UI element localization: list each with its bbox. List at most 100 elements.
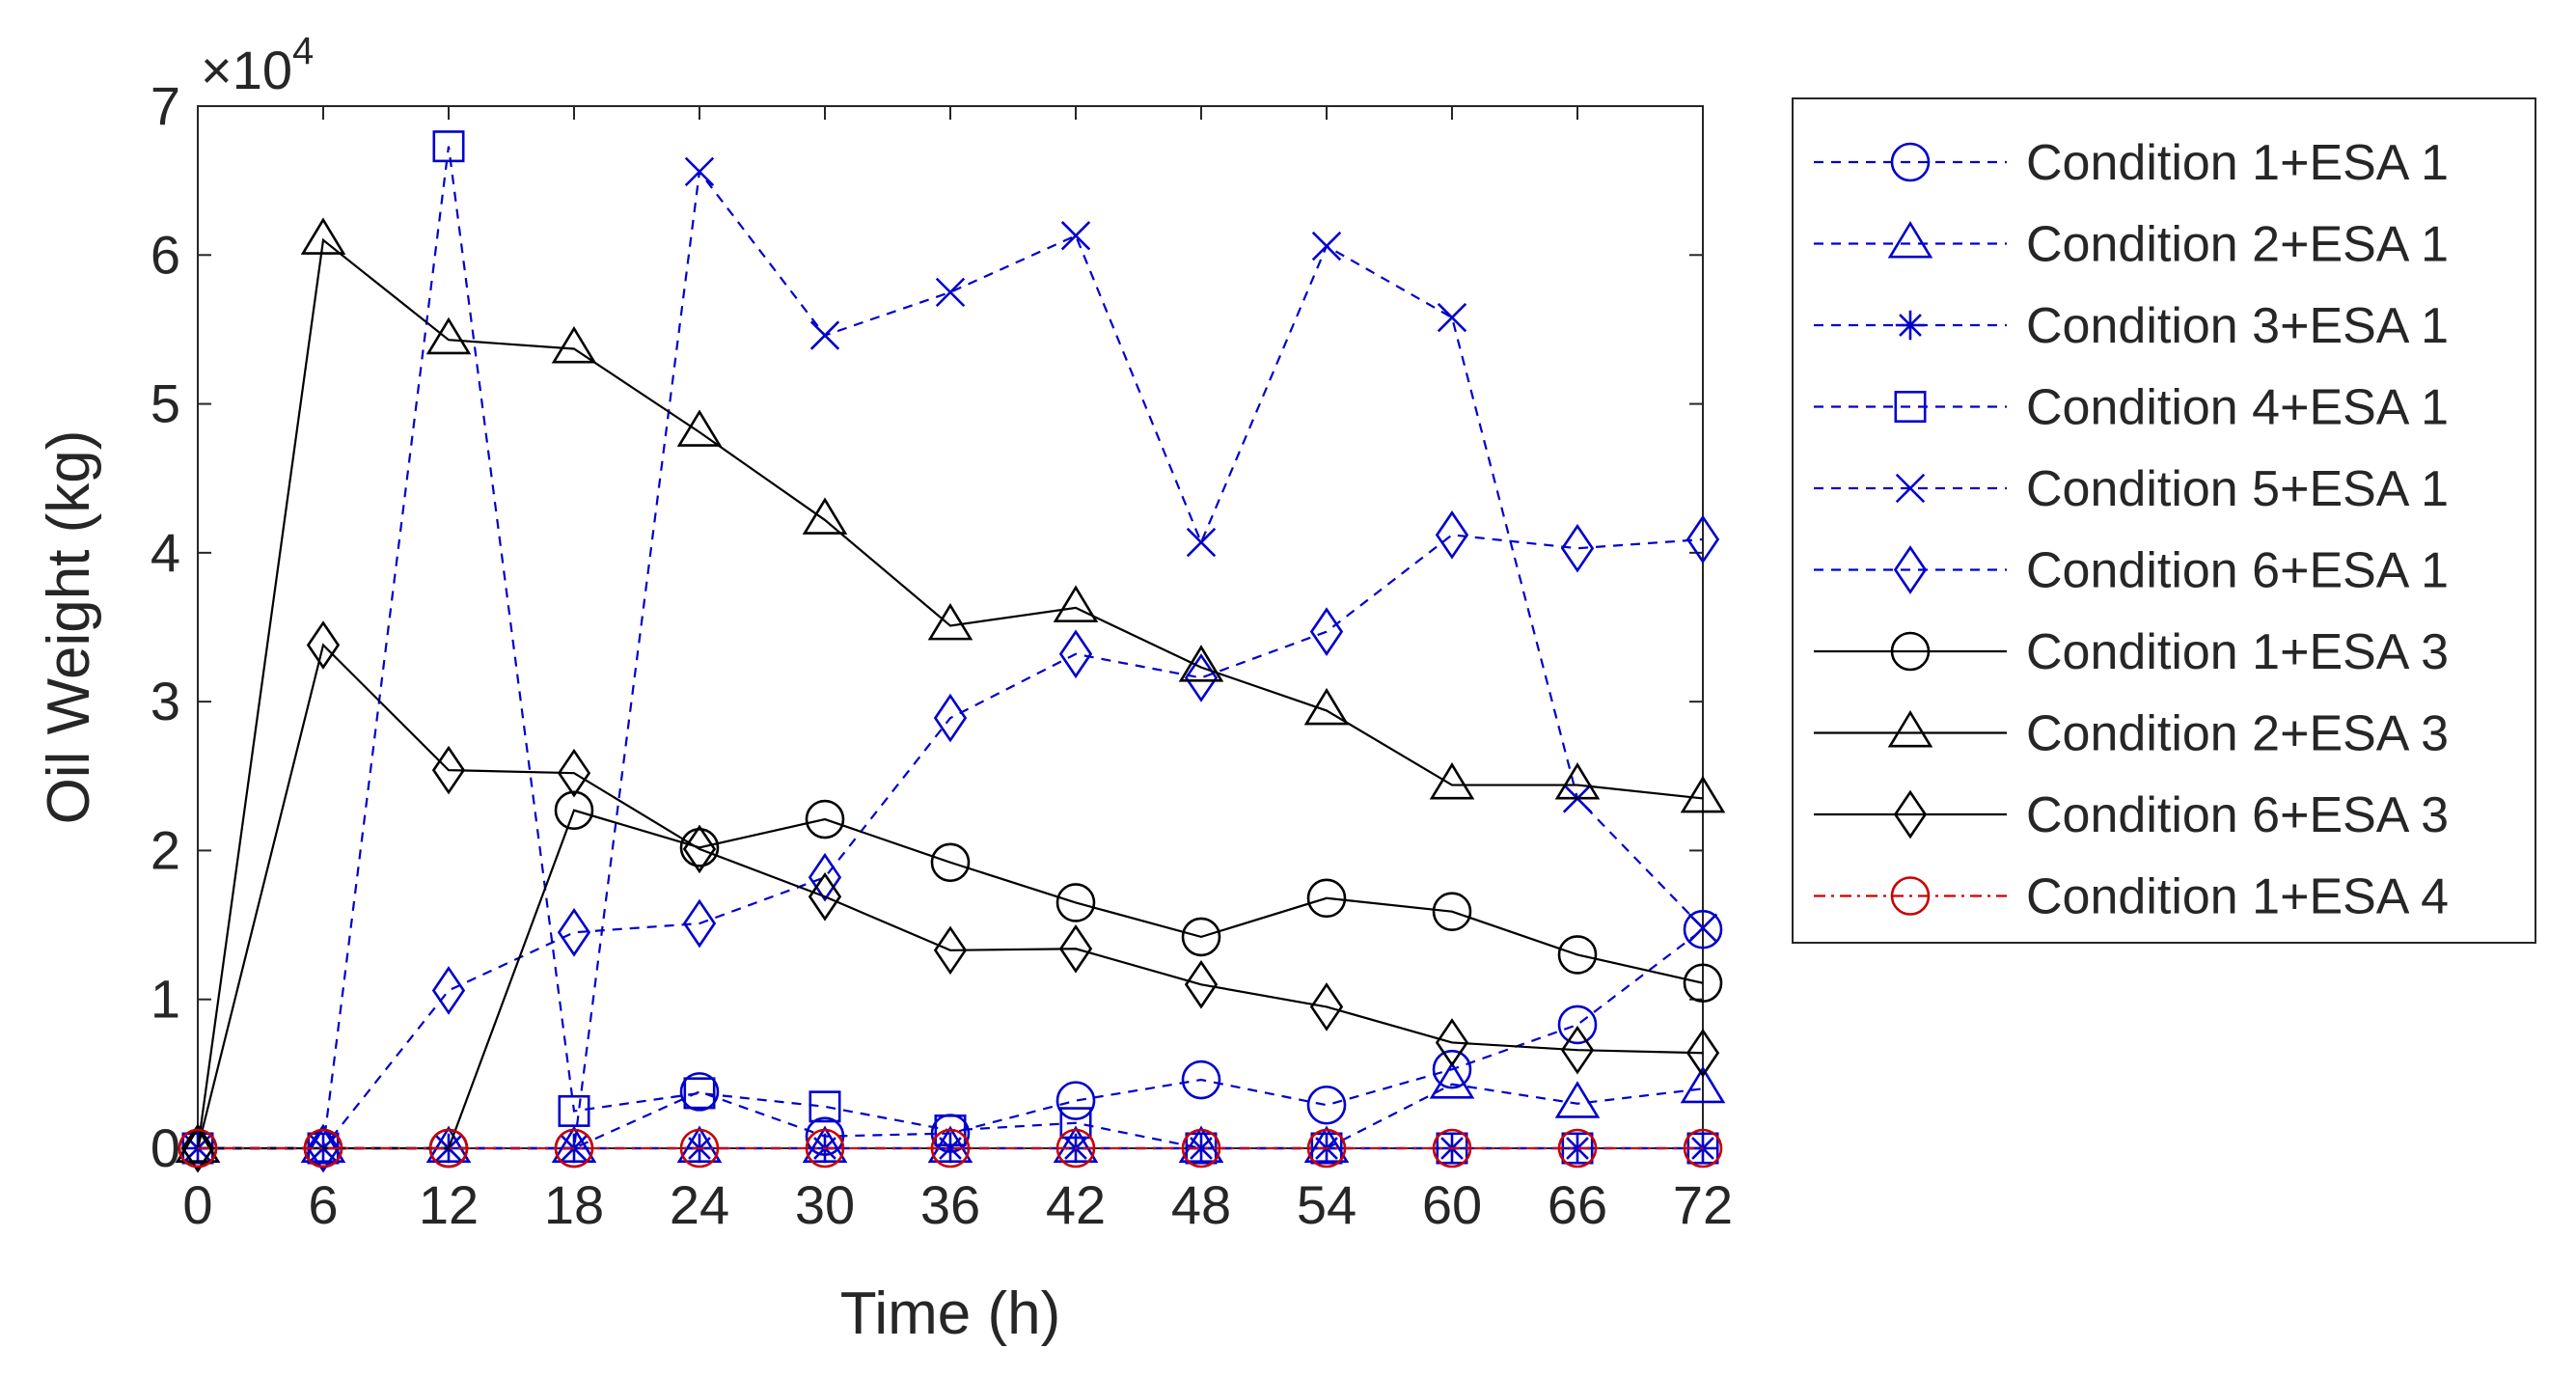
data-point	[306, 1123, 341, 1173]
series-line	[198, 534, 1704, 1150]
data-point	[180, 1123, 215, 1173]
x-axis: 0 6 12 18 24 30 36 42 48 54 60 66 72	[182, 106, 1733, 1235]
data-point	[1432, 1128, 1472, 1169]
data-point	[178, 1128, 218, 1169]
data-point	[1184, 959, 1219, 1009]
data-point	[551, 325, 597, 364]
legend-label: Condition 6+ESA 3	[2026, 787, 2449, 843]
legend-marker	[1890, 142, 1931, 182]
y-tick-label: 2	[151, 819, 180, 880]
data-point	[679, 1128, 720, 1169]
data-point	[1429, 1061, 1475, 1099]
data-point	[1058, 923, 1093, 974]
data-point	[557, 907, 591, 957]
data-point	[554, 790, 594, 831]
data-point	[1432, 892, 1472, 931]
legend-label: Condition 6+ESA 1	[2026, 543, 2449, 599]
data-point	[1311, 231, 1342, 261]
y-tick-label: 0	[151, 1117, 180, 1178]
data-point	[930, 1128, 971, 1169]
data-point	[679, 1072, 720, 1112]
data-point	[1306, 878, 1347, 919]
data-point	[1557, 1004, 1598, 1045]
series-layer	[175, 130, 1726, 1173]
data-point	[808, 1090, 841, 1123]
data-point	[1685, 1028, 1720, 1078]
data-point	[1680, 775, 1726, 813]
legend-marker	[1893, 545, 1928, 594]
legend-marker	[1887, 220, 1933, 259]
legend-entry: Condition 2+ESA 3	[1814, 706, 2449, 762]
y-axis-title: Oil Weight (kg)	[36, 430, 102, 825]
x-tick-label: 36	[920, 1174, 980, 1235]
legend-entry: Condition 1+ESA 1	[1814, 135, 2449, 191]
legend-entry: Condition 6+ESA 1	[1814, 543, 2449, 599]
legend-entry: Condition 3+ESA 1	[1814, 298, 2449, 354]
data-point	[1680, 1065, 1726, 1104]
data-point	[1059, 1107, 1092, 1140]
data-point	[431, 966, 466, 1015]
x-axis-title: Time (h)	[840, 1280, 1060, 1347]
data-point	[684, 156, 715, 187]
y-tick-label: 3	[151, 671, 180, 731]
legend-label: Condition 1+ESA 4	[2026, 869, 2449, 925]
legend-entry: Condition 1+ESA 4	[1814, 869, 2449, 925]
data-point	[428, 1128, 469, 1169]
legend-marker	[1895, 310, 1926, 341]
legend-entry: Condition 6+ESA 3	[1814, 787, 2449, 843]
legend-label: Condition 1+ESA 3	[2026, 624, 2449, 680]
legend-entry: Condition 2+ESA 1	[1814, 217, 2449, 273]
data-point	[431, 745, 466, 795]
data-point	[1178, 645, 1224, 682]
data-point	[1181, 917, 1221, 957]
x-tick-label: 72	[1673, 1174, 1733, 1235]
legend-marker	[1894, 390, 1927, 423]
data-point	[303, 1128, 343, 1169]
legend-marker	[1895, 473, 1926, 504]
legend: Condition 1+ESA 1 Condition 2+ESA 1 Condit…	[1792, 97, 2536, 944]
data-point	[1560, 1025, 1595, 1075]
data-point	[927, 602, 973, 641]
legend-entry: Condition 1+ESA 3	[1814, 624, 2449, 680]
data-point	[558, 1094, 590, 1127]
legend-marker	[1893, 789, 1928, 839]
data-point	[1432, 1049, 1472, 1089]
data-point	[1060, 221, 1091, 251]
data-point	[682, 898, 717, 949]
series-9	[180, 620, 1720, 1173]
data-point	[1055, 1128, 1096, 1169]
x-tick-label: 60	[1422, 1174, 1482, 1235]
data-point	[676, 409, 723, 447]
data-point	[805, 799, 845, 839]
data-point	[1306, 1085, 1347, 1125]
y-tick-label: 1	[151, 969, 180, 1030]
data-point	[1186, 1133, 1217, 1164]
data-point	[682, 824, 717, 874]
data-point	[1181, 1128, 1221, 1169]
data-point	[1058, 629, 1093, 679]
data-point	[425, 316, 472, 355]
data-point	[1437, 302, 1467, 333]
data-point	[1309, 607, 1344, 656]
x-tick-label: 6	[308, 1174, 338, 1235]
legend-label: Condition 5+ESA 1	[2026, 461, 2449, 517]
legend-label: Condition 2+ESA 3	[2026, 706, 2449, 762]
data-point	[432, 130, 465, 163]
legend-entry: Condition 4+ESA 1	[1814, 380, 2449, 436]
data-point	[808, 852, 842, 902]
data-point	[1560, 523, 1595, 573]
data-point	[1186, 527, 1217, 558]
data-point	[802, 497, 848, 535]
data-point	[1306, 1128, 1347, 1169]
data-point	[1053, 585, 1099, 622]
data-point	[1309, 982, 1344, 1032]
plot-area	[197, 105, 1704, 1149]
x-tick-label: 30	[795, 1174, 855, 1235]
x-tick-label: 48	[1171, 1174, 1231, 1235]
data-point	[683, 1077, 716, 1110]
legend-label: Condition 2+ESA 1	[2026, 217, 2449, 273]
axes-box	[197, 105, 1704, 1149]
series-10	[178, 1128, 1723, 1169]
data-point	[1435, 1018, 1469, 1067]
